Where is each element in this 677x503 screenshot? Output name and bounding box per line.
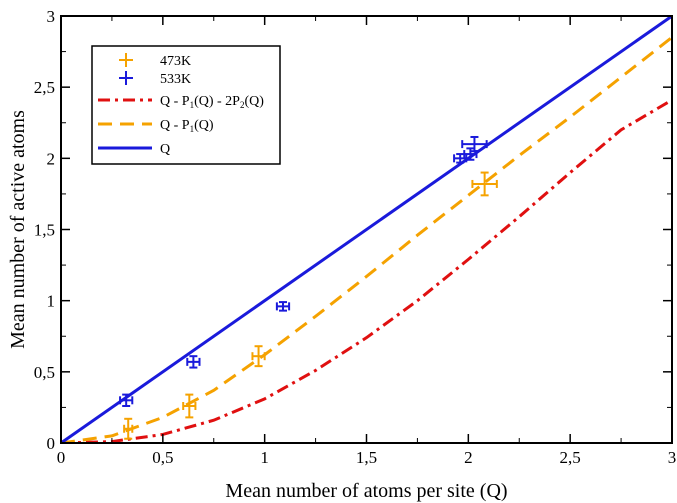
data-point-533k-3 xyxy=(453,153,468,164)
legend-subscript: 2 xyxy=(240,100,245,110)
x-axis-title: Mean number of atoms per site (Q) xyxy=(225,480,507,502)
data-point-533k-5 xyxy=(461,135,488,153)
x-tick-label: 1 xyxy=(260,448,269,467)
points-layer xyxy=(119,135,498,440)
y-tick-label: 0 xyxy=(47,434,56,453)
legend-label-part: Q - P xyxy=(160,94,190,109)
x-tick-label: 0 xyxy=(57,448,66,467)
legend-label: Q - P1(Q) - 2P2(Q) xyxy=(160,94,264,110)
legend-item: 533K xyxy=(119,71,191,87)
legend-label: 473K xyxy=(160,54,191,69)
legend-subscript: 1 xyxy=(190,100,195,110)
legend-box xyxy=(91,45,281,165)
y-tick-label: 1,5 xyxy=(34,221,55,240)
data-point-533k-0 xyxy=(119,393,134,407)
y-tick-label: 3 xyxy=(47,7,56,26)
legend-label-part: (Q) xyxy=(194,118,214,133)
data-point-473k-0 xyxy=(123,417,134,440)
legend-item: Q - P1(Q) - 2P2(Q) xyxy=(98,94,264,110)
data-point-473k-2 xyxy=(251,345,266,368)
x-tick-label: 3 xyxy=(668,448,677,467)
curve-q xyxy=(61,16,672,443)
legend-label: 533K xyxy=(160,72,191,87)
x-tick-label: 0,5 xyxy=(152,448,173,467)
legend-label: Q - P1(Q) xyxy=(160,118,214,134)
data-point-473k-1 xyxy=(182,393,197,419)
curve-q-p1-q- xyxy=(61,36,672,443)
legend-item: Q - P1(Q) xyxy=(98,118,214,134)
data-point-533k-1 xyxy=(186,355,201,369)
y-tick-label: 2 xyxy=(47,149,56,168)
data-point-533k-2 xyxy=(275,301,291,312)
y-tick-label: 1 xyxy=(47,292,56,311)
y-tick-label: 0,5 xyxy=(34,363,55,382)
legend-label-part: Q - P xyxy=(160,118,190,133)
x-tick-label: 2 xyxy=(464,448,473,467)
legend-label-part: (Q) xyxy=(244,94,264,109)
y-tick-label: 2,5 xyxy=(34,78,55,97)
legend-label-part: (Q) - 2P xyxy=(194,94,240,109)
x-tick-label: 1,5 xyxy=(356,448,377,467)
legend-item: 473K xyxy=(119,53,191,69)
legend-subscript: 1 xyxy=(190,124,195,134)
y-axis-title: Mean number of active atoms xyxy=(7,110,29,349)
legend-item: Q xyxy=(98,142,170,157)
data-point-473k-3 xyxy=(471,171,498,197)
legend-label-part: Q xyxy=(160,142,170,157)
legend-label: Q xyxy=(160,142,170,157)
x-tick-label: 2,5 xyxy=(560,448,581,467)
ticks-layer: 0 0,5 1 1,5 2 2,5 3 0 0,5 1 1,5 2 2,5 3 xyxy=(34,7,677,467)
